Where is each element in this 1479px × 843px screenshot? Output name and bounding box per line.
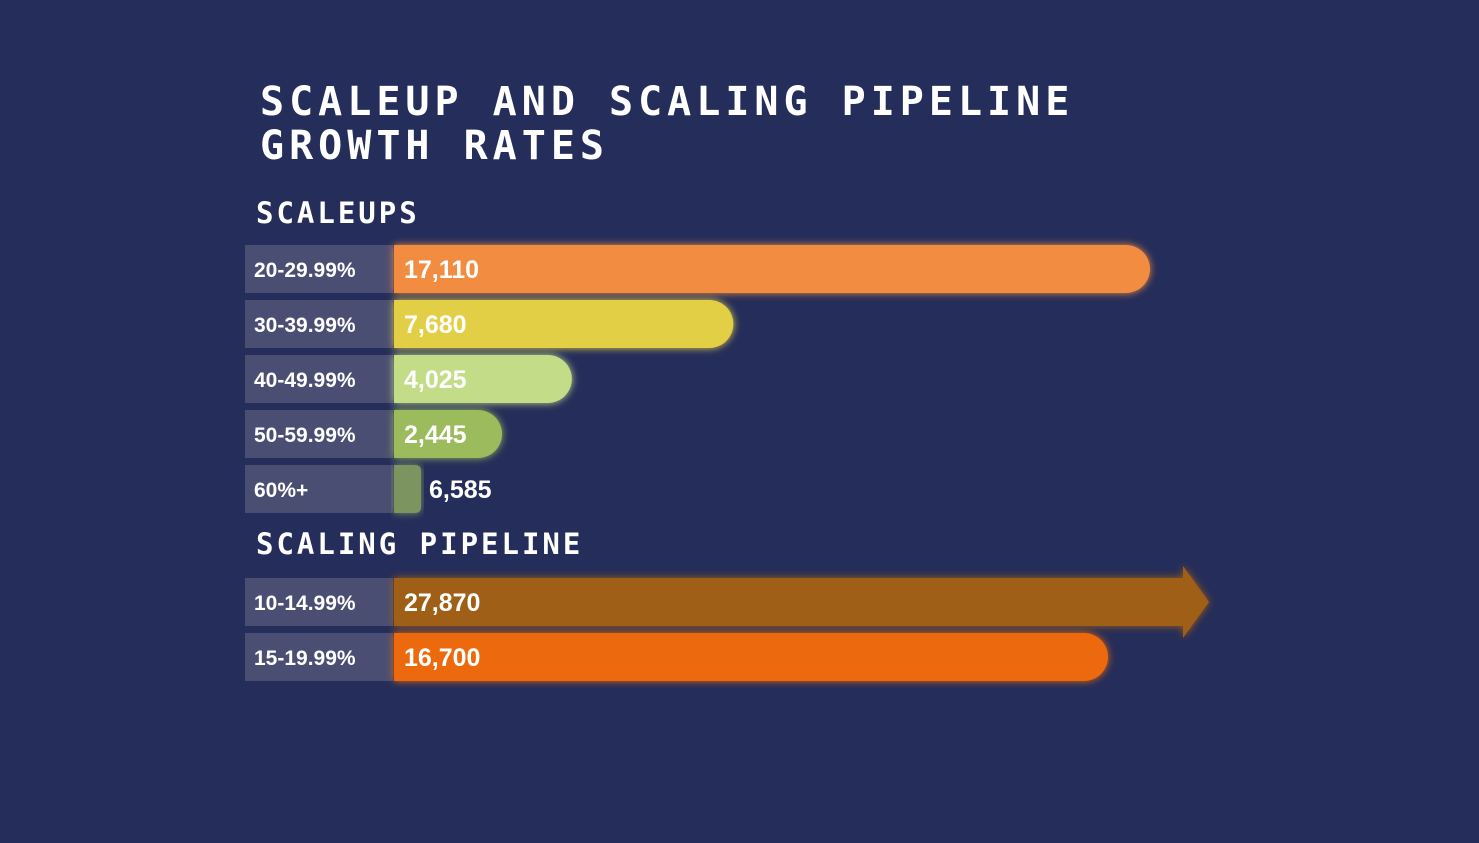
bar [394,245,1150,293]
section-title-scaling-pipeline: SCALING PIPELINE [256,527,584,561]
value-label: 2,445 [404,421,467,449]
title-line-1: SCALEUP AND SCALING PIPELINE [260,79,1075,125]
bar [394,633,1108,681]
category-label: 40-49.99% [254,369,356,392]
category-label: 15-19.99% [254,647,356,670]
bar [394,355,572,403]
category-label: 20-29.99% [254,259,356,282]
category-label-box [245,578,393,626]
bar [394,465,421,513]
title-line-2: GROWTH RATES [260,123,609,169]
value-label: 7,680 [404,311,467,339]
value-label: 17,110 [404,256,479,284]
bar [394,410,503,458]
category-label: 50-59.99% [254,424,356,447]
category-label-box [245,410,393,458]
category-label: 60%+ [254,479,308,502]
category-label: 30-39.99% [254,314,356,337]
category-label-box [245,355,393,403]
category-label-box [245,465,393,513]
value-label: 16,700 [404,644,480,672]
category-label-box [245,633,393,681]
chart-title: SCALEUP AND SCALING PIPELINE GROWTH RATE… [260,80,1074,168]
section-title-scaleups: SCALEUPS [256,196,420,230]
category-label-box [245,300,393,348]
value-label: 6,585 [429,476,492,504]
category-label: 10-14.99% [254,592,356,615]
value-label: 27,870 [404,589,480,617]
bar [394,300,734,348]
bar-arrow [394,566,1209,638]
value-label: 4,025 [404,366,467,394]
category-label-box [245,245,393,293]
